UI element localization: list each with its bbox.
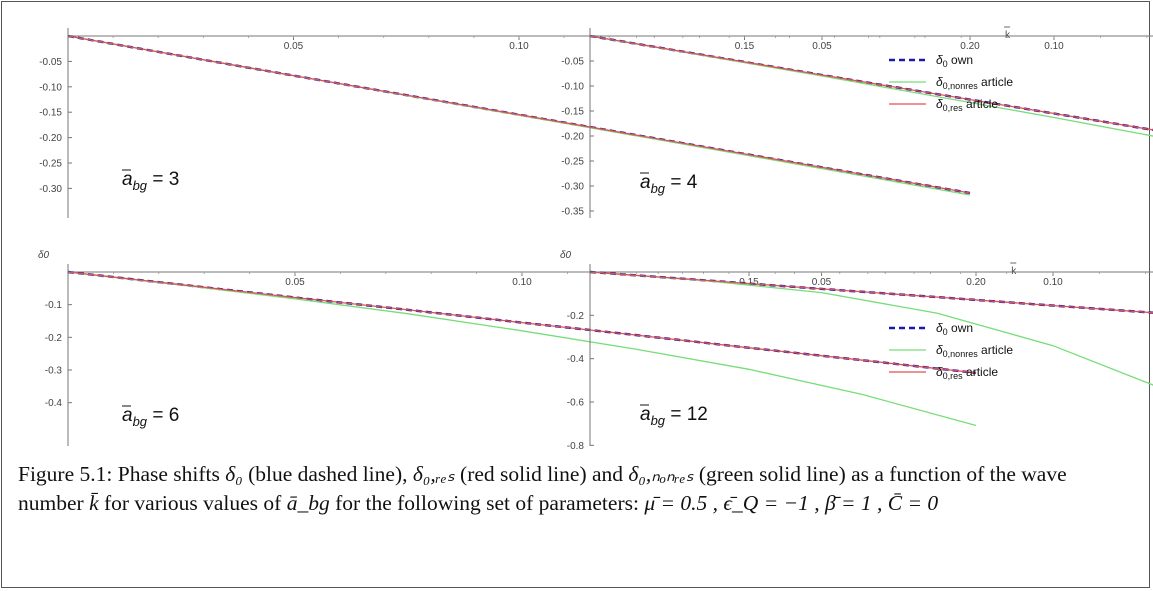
caption-math-params: μ̄ = 0.5 , ϵ̄_Q = −1 , β̄ = 1 , C̄ = 0 — [644, 491, 939, 515]
series-line-3 — [67, 271, 977, 374]
legend-label: δ0,res article — [936, 365, 998, 381]
y-tick-label: -0.25 — [39, 159, 62, 170]
x-tick-label: 0.10 — [1044, 41, 1064, 52]
chart-panel-3: 0.050.100.150.20-0.1-0.2-0.3-0.4kδ0abg =… — [38, 250, 1017, 446]
y-axis-label: δ0 — [560, 250, 572, 261]
caption-math-kbar: k̄ — [89, 491, 99, 515]
series-line-3 — [67, 35, 971, 194]
series-line-2 — [589, 35, 1153, 137]
legend-label: δ0 own — [936, 53, 973, 69]
caption-text-1: Phase shifts — [112, 462, 226, 486]
caption-text-2: (blue dashed line), — [242, 462, 413, 486]
series-line-1 — [589, 34, 1153, 132]
y-tick-label: -0.10 — [561, 82, 584, 93]
x-tick-label: 0.20 — [966, 277, 986, 288]
panel-annotation: abg = 4 — [640, 172, 698, 196]
panel-annotation: abg = 12 — [640, 404, 708, 428]
series-line-3 — [589, 271, 1153, 314]
chart-panel-1: 0.05 0.10 0.15 0.20 -0.05 -0.10 -0.15 -0.20 -0.2… — [39, 26, 1011, 218]
panel-annotation: abg = 6 — [122, 405, 179, 429]
x-tick-label: 0.05 — [812, 41, 832, 52]
legend-label: δ0,res article — [936, 97, 998, 113]
y-tick-label: -0.4 — [567, 354, 585, 365]
x-tick-label: 0.05 — [812, 277, 832, 288]
legend-label: δ0 own — [936, 321, 973, 337]
legend-label: δ0,nonres article — [936, 343, 1013, 359]
x-tick-label: 0.10 — [512, 277, 532, 288]
series-line-1 — [589, 270, 1153, 314]
figure-caption: Figure 5.1: Phase shifts δ₀ (blue dashed… — [18, 460, 1133, 518]
y-tick-label: -0.6 — [567, 398, 585, 409]
chart-legend-1: δ0 own δ0,nonres article δ0,res article — [889, 53, 1013, 113]
y-tick-label: -0.8 — [567, 441, 585, 452]
y-tick-label: -0.10 — [39, 82, 62, 93]
x-tick-label: 0.05 — [284, 41, 304, 52]
chart-panel-2: 0.05 0.10 0.15 0.20 -0.05 -0.10 -0.15 -0.20 -0.2… — [561, 28, 1153, 218]
y-tick-label: -0.15 — [39, 108, 62, 119]
caption-text-3: (red solid line) and — [454, 462, 629, 486]
y-tick-label: -0.05 — [561, 57, 584, 68]
caption-math-abg: ā_bg — [286, 491, 330, 515]
caption-label: Figure 5.1: — [18, 462, 113, 486]
y-tick-label: -0.2 — [45, 333, 63, 344]
caption-math-delta-res: δ₀,ᵣₑₛ — [412, 462, 455, 486]
legend-label: δ0,nonres article — [936, 75, 1013, 91]
y-tick-label: -0.2 — [567, 311, 585, 322]
y-tick-label: -0.30 — [39, 184, 62, 195]
caption-text-5: for various values of — [98, 491, 287, 515]
y-tick-label: -0.3 — [45, 366, 63, 377]
y-tick-label: -0.4 — [45, 398, 63, 409]
y-tick-label: -0.1 — [45, 300, 63, 311]
y-axis-label: δ0 — [38, 250, 50, 261]
chart-panel-4: 0.050.100.150.20-0.2-0.4-0.6-0.8kδ0abg =… — [560, 250, 1153, 452]
x-tick-label: 0.10 — [509, 41, 529, 52]
series-line-2 — [67, 271, 977, 427]
figure-plots: 0.05 0.10 0.15 0.20 -0.05 -0.10 -0.15 -0.20 -0.2… — [38, 26, 1153, 452]
panel-annotation: abg = 3 — [122, 169, 179, 193]
x-tick-label: 0.05 — [285, 277, 305, 288]
x-tick-label: 0.15 — [735, 41, 755, 52]
x-tick-label: 0.10 — [1043, 277, 1063, 288]
y-tick-label: -0.30 — [561, 182, 584, 193]
y-tick-label: -0.20 — [39, 133, 62, 144]
y-tick-label: -0.20 — [561, 132, 584, 143]
x-tick-label: 0.20 — [960, 41, 980, 52]
y-tick-label: -0.15 — [561, 107, 584, 118]
x-tick-label: 0.15 — [739, 277, 759, 288]
chart-legend-2: δ0 own δ0,nonres article δ0,res article — [889, 321, 1013, 381]
y-tick-label: -0.25 — [561, 157, 584, 168]
caption-text-6: for the following set of parameters: — [329, 491, 645, 515]
y-tick-label: -0.05 — [39, 57, 62, 68]
caption-math-delta0: δ₀ — [225, 462, 243, 486]
caption-math-delta-nonres: δ₀,ₙₒₙᵣₑₛ — [628, 462, 694, 486]
caption-text-4: (green solid line) as a function of the … — [18, 462, 1067, 515]
y-tick-label: -0.35 — [561, 207, 584, 218]
series-line-3 — [589, 35, 1153, 131]
